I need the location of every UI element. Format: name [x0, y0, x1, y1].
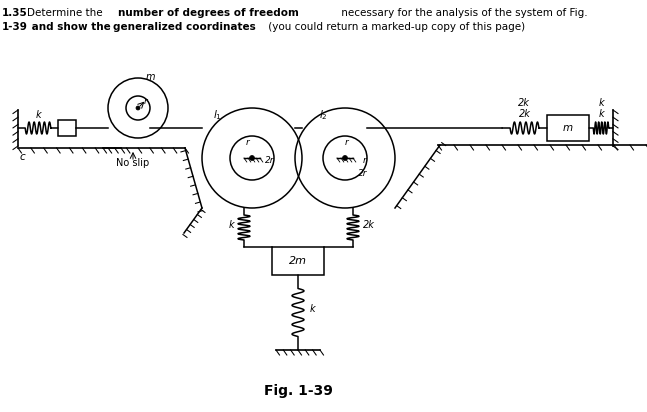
- Bar: [58, 120, 76, 136]
- Text: 2k: 2k: [363, 220, 375, 229]
- Text: k: k: [598, 109, 604, 119]
- Circle shape: [342, 155, 347, 161]
- Text: 2k: 2k: [518, 98, 530, 108]
- Bar: [272, 247, 324, 275]
- Text: Determine the: Determine the: [27, 8, 106, 18]
- Text: generalized coordinates: generalized coordinates: [113, 22, 256, 32]
- Text: m: m: [146, 72, 155, 82]
- Text: 2r: 2r: [265, 156, 275, 165]
- Bar: [547, 115, 589, 141]
- Text: 1-39: 1-39: [2, 22, 28, 32]
- Text: r: r: [246, 138, 250, 147]
- Text: (you could return a marked-up copy of this page): (you could return a marked-up copy of th…: [265, 22, 525, 32]
- Text: 2k: 2k: [518, 109, 531, 119]
- Text: m: m: [563, 123, 573, 133]
- Text: k: k: [309, 304, 315, 314]
- Text: r: r: [144, 97, 148, 106]
- Circle shape: [136, 106, 140, 110]
- Text: number of degrees of freedom: number of degrees of freedom: [118, 8, 299, 18]
- Text: 2m: 2m: [289, 256, 307, 266]
- Text: No slip: No slip: [116, 158, 149, 168]
- Text: and show the: and show the: [28, 22, 115, 32]
- Text: $l_1$: $l_1$: [213, 108, 221, 122]
- Text: r: r: [345, 138, 349, 147]
- Text: $l_2$: $l_2$: [318, 108, 327, 122]
- Text: 2r: 2r: [358, 169, 367, 178]
- Text: Fig. 1-39: Fig. 1-39: [263, 384, 333, 398]
- Text: c: c: [20, 152, 26, 162]
- Circle shape: [250, 155, 254, 161]
- Text: k: k: [228, 220, 234, 229]
- Text: necessary for the analysis of the system of Fig.: necessary for the analysis of the system…: [338, 8, 587, 18]
- Text: k: k: [35, 110, 41, 120]
- Text: r: r: [363, 156, 367, 165]
- Text: k: k: [598, 98, 604, 108]
- Text: 1.35: 1.35: [2, 8, 28, 18]
